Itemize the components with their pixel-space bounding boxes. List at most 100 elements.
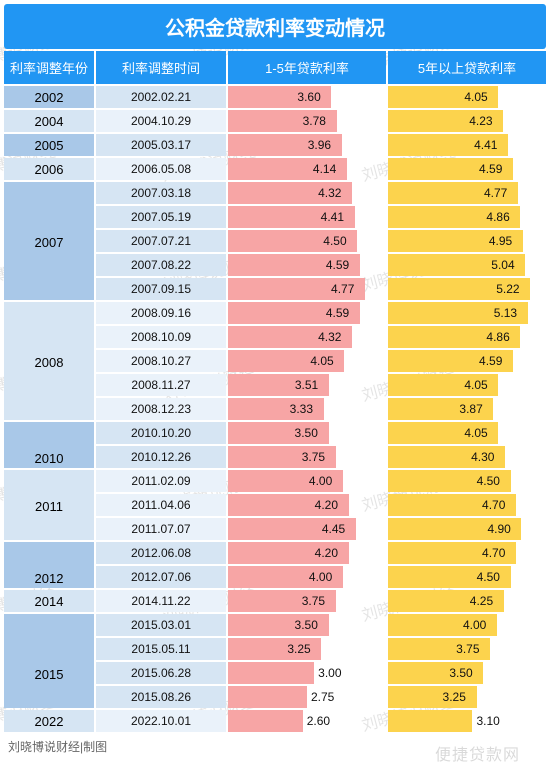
rate1-value: 3.25 bbox=[287, 642, 310, 656]
rate1-cell: 3.50 bbox=[228, 614, 386, 636]
table-title: 公积金贷款利率变动情况 bbox=[4, 4, 546, 49]
rate1-value: 4.59 bbox=[326, 258, 349, 272]
table-body: 20022002.02.213.604.0520042004.10.293.78… bbox=[4, 86, 546, 732]
rate2-value: 4.95 bbox=[489, 234, 512, 248]
rate1-cell: 3.75 bbox=[228, 446, 386, 468]
date-cell: 2015.03.01 bbox=[96, 614, 226, 636]
year-cell bbox=[4, 396, 94, 420]
year-cell bbox=[4, 252, 94, 276]
table-row: 2008.09.16 4.59 5.13 bbox=[4, 302, 546, 324]
rate2-cell: 4.90 bbox=[388, 518, 546, 540]
rate2-cell: 3.25 bbox=[388, 686, 546, 708]
rate1-cell: 3.96 bbox=[228, 134, 386, 156]
rate1-cell: 3.75 bbox=[228, 590, 386, 612]
rate2-cell: 4.00 bbox=[388, 614, 546, 636]
year-cell bbox=[4, 276, 94, 300]
rate2-cell: 4.50 bbox=[388, 470, 546, 492]
date-cell: 2012.07.06 bbox=[96, 566, 226, 588]
rate1-cell: 4.45 bbox=[228, 518, 386, 540]
rate1-value: 4.32 bbox=[318, 330, 341, 344]
rate1-cell: 3.33 bbox=[228, 398, 386, 420]
rate2-cell: 4.70 bbox=[388, 542, 546, 564]
year-cell bbox=[4, 684, 94, 708]
date-cell: 2011.04.06 bbox=[96, 494, 226, 516]
date-cell: 2008.10.27 bbox=[96, 350, 226, 372]
rate1-value: 4.14 bbox=[313, 162, 336, 176]
rate2-value: 4.59 bbox=[479, 162, 502, 176]
rate1-value: 4.32 bbox=[318, 186, 341, 200]
rate1-value: 4.00 bbox=[309, 570, 332, 584]
rate2-value: 3.25 bbox=[443, 690, 466, 704]
rate1-cell: 4.77 bbox=[228, 278, 386, 300]
date-cell: 2015.05.11 bbox=[96, 638, 226, 660]
rate1-value: 4.50 bbox=[323, 234, 346, 248]
rate1-value: 3.33 bbox=[290, 402, 313, 416]
rate1-cell: 4.00 bbox=[228, 566, 386, 588]
rate2-value: 4.50 bbox=[477, 474, 500, 488]
table-row: 2007.09.154.775.22 bbox=[4, 278, 546, 300]
rate2-cell: 4.59 bbox=[388, 158, 546, 180]
table-row: 20042004.10.293.784.23 bbox=[4, 110, 546, 132]
year-cell: 2005 bbox=[4, 134, 94, 156]
year-cell bbox=[4, 324, 94, 348]
rate2-cell: 5.13 bbox=[388, 302, 546, 324]
rate1-value: 3.50 bbox=[295, 426, 318, 440]
site-watermark: 便捷贷款网 bbox=[435, 741, 520, 765]
rate2-value: 4.70 bbox=[482, 546, 505, 560]
year-cell: 2007 bbox=[4, 228, 94, 252]
date-cell: 2008.09.16 bbox=[96, 302, 226, 324]
rate1-value: 3.78 bbox=[303, 114, 326, 128]
year-cell: 2015 bbox=[4, 660, 94, 684]
rate1-cell: 4.50 bbox=[228, 230, 386, 252]
rate2-cell: 3.50 bbox=[388, 662, 546, 684]
header-date: 利率调整时间 bbox=[96, 51, 226, 84]
rate2-value: 3.87 bbox=[459, 402, 482, 416]
table-row: 2015.08.262.753.25 bbox=[4, 686, 546, 708]
date-cell: 2011.02.09 bbox=[96, 470, 226, 492]
rate1-value: 3.51 bbox=[295, 378, 318, 392]
rate2-cell: 4.05 bbox=[388, 422, 546, 444]
table-row: 2008.11.27 3.51 4.05 bbox=[4, 374, 546, 396]
header-year: 利率调整年份 bbox=[4, 51, 94, 84]
rate2-value: 4.00 bbox=[463, 618, 486, 632]
rate1-value: 2.60 bbox=[307, 714, 330, 728]
rate2-value: 4.50 bbox=[477, 570, 500, 584]
rate1-cell: 3.50 bbox=[228, 422, 386, 444]
rate2-value: 4.86 bbox=[486, 210, 509, 224]
header-rate2: 5年以上贷款利率 bbox=[388, 51, 546, 84]
rate2-cell: 4.05 bbox=[388, 374, 546, 396]
rate1-bar bbox=[228, 686, 307, 708]
rate2-cell: 4.86 bbox=[388, 326, 546, 348]
date-cell: 2007.05.19 bbox=[96, 206, 226, 228]
rate1-value: 4.59 bbox=[326, 306, 349, 320]
footer-source: 刘晓博说财经|制图 bbox=[8, 738, 107, 755]
rate1-value: 4.45 bbox=[322, 522, 345, 536]
rate2-value: 4.30 bbox=[471, 450, 494, 464]
rate2-value: 4.25 bbox=[470, 594, 493, 608]
year-cell bbox=[4, 204, 94, 228]
rate1-cell: 3.00 bbox=[228, 662, 386, 684]
rate2-value: 5.13 bbox=[494, 306, 517, 320]
rate1-cell: 3.51 bbox=[228, 374, 386, 396]
rate2-cell: 3.10 bbox=[388, 710, 546, 732]
date-cell: 2014.11.22 bbox=[96, 590, 226, 612]
table-row: 20062006.05.084.144.59 bbox=[4, 158, 546, 180]
rate2-value: 4.77 bbox=[484, 186, 507, 200]
date-cell: 2008.11.27 bbox=[96, 374, 226, 396]
table-row: 2007.03.184.324.77 bbox=[4, 182, 546, 204]
rate2-value: 4.05 bbox=[464, 90, 487, 104]
table-row: 2015.05.113.253.75 bbox=[4, 638, 546, 660]
rate1-value: 4.41 bbox=[321, 210, 344, 224]
rate2-cell: 4.77 bbox=[388, 182, 546, 204]
rate1-cell: 4.32 bbox=[228, 182, 386, 204]
rate2-cell: 5.22 bbox=[388, 278, 546, 300]
rate2-cell: 4.05 bbox=[388, 86, 546, 108]
year-cell bbox=[4, 614, 94, 636]
rate2-value: 4.23 bbox=[469, 114, 492, 128]
date-cell: 2002.02.21 bbox=[96, 86, 226, 108]
year-cell bbox=[4, 302, 94, 324]
rate1-cell: 3.60 bbox=[228, 86, 386, 108]
date-cell: 2012.06.08 bbox=[96, 542, 226, 564]
rate2-value: 4.86 bbox=[486, 330, 509, 344]
table-row: 2007.08.224.595.04 bbox=[4, 254, 546, 276]
